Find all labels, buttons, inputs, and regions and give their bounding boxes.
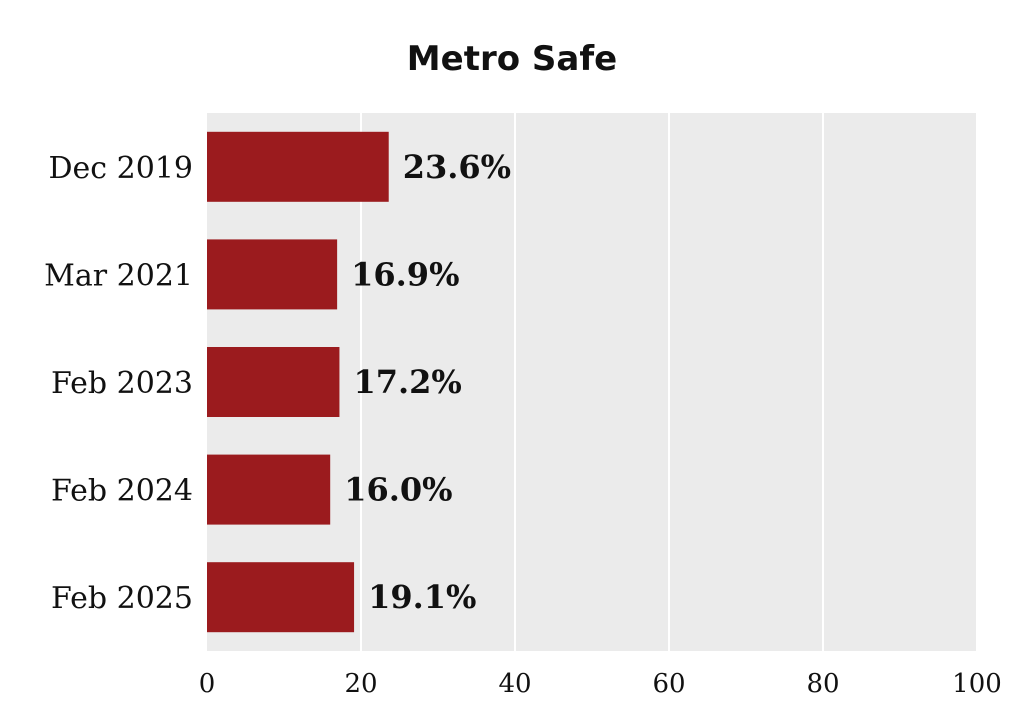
x-tick-label: 100 [952, 669, 1002, 699]
bar [207, 347, 340, 417]
category-label: Dec 2019 [49, 151, 194, 186]
bars [207, 131, 389, 633]
data-label: 19.1% [368, 578, 476, 616]
chart-title: Metro Safe [407, 39, 617, 79]
category-label: Feb 2025 [51, 581, 193, 616]
data-labels: 23.6% 16.9% 17.2% 16.0% 19.1% [344, 148, 511, 616]
x-tick-label: 80 [806, 669, 839, 699]
category-labels: Dec 2019 Mar 2021 Feb 2023 Feb 2024 Feb 2025 [44, 151, 193, 616]
bar [207, 562, 355, 633]
category-label: Mar 2021 [44, 258, 193, 293]
data-label: 16.0% [344, 471, 452, 509]
data-label: 23.6% [403, 148, 511, 186]
x-axis-ticks: 0 20 40 60 80 100 [199, 669, 1002, 699]
category-label: Feb 2023 [51, 366, 193, 401]
bar [207, 454, 331, 525]
x-tick-label: 20 [344, 669, 377, 699]
x-tick-label: 60 [652, 669, 685, 699]
data-label: 17.2% [353, 363, 461, 401]
x-tick-label: 0 [199, 669, 216, 699]
bar [207, 239, 338, 310]
x-tick-label: 40 [498, 669, 531, 699]
category-label: Feb 2024 [51, 474, 193, 509]
data-label: 16.9% [351, 255, 459, 293]
bar [207, 131, 389, 202]
grid-lines [360, 113, 978, 651]
